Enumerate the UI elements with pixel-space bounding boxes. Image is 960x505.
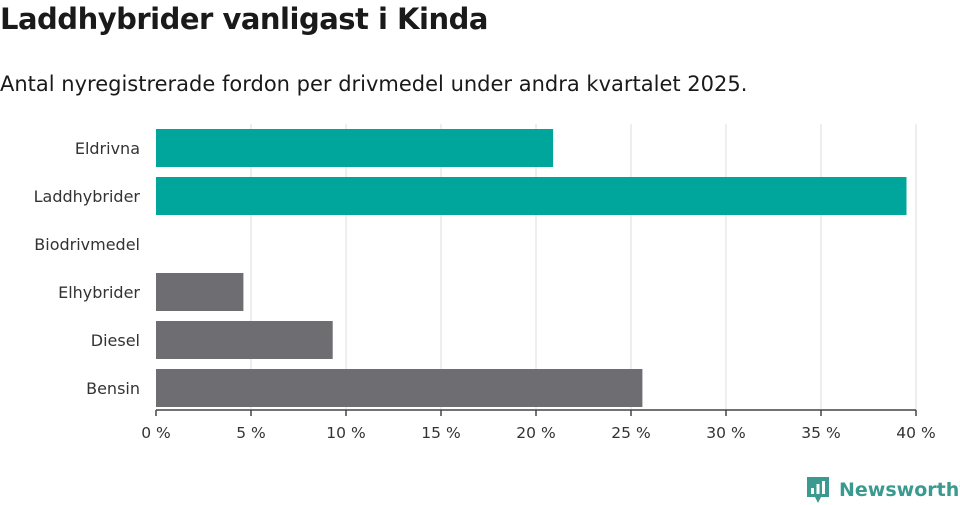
category-label: Biodrivmedel	[34, 235, 140, 254]
x-tick-label: 40 %	[896, 424, 935, 442]
category-label: Diesel	[91, 331, 140, 350]
brand-logo: Newsworthy	[805, 475, 960, 505]
x-tick-label: 15 %	[421, 424, 460, 442]
bar	[156, 273, 244, 311]
category-label: Laddhybrider	[34, 187, 141, 206]
chart-subtitle: Antal nyregistrerade fordon per drivmede…	[0, 72, 748, 96]
chart-title: Laddhybrider vanligast i Kinda	[0, 2, 488, 36]
newsworthy-logo-icon	[807, 477, 829, 503]
category-label: Bensin	[86, 379, 140, 398]
x-tick-label: 0 %	[141, 424, 171, 442]
bar	[156, 369, 643, 407]
x-tick-label: 10 %	[326, 424, 365, 442]
x-tick-label: 30 %	[706, 424, 745, 442]
bar	[156, 177, 907, 215]
category-label: Elhybrider	[58, 283, 140, 302]
x-tick-label: 5 %	[236, 424, 266, 442]
bar-chart: Eldrivna Laddhybrider Biodrivmedel Elhybrid…	[34, 124, 936, 442]
brand-name: Newsworthy	[839, 479, 960, 501]
x-tick-label: 20 %	[516, 424, 555, 442]
bar	[156, 321, 333, 359]
x-tick-label: 25 %	[611, 424, 650, 442]
bar	[156, 129, 554, 167]
category-label: Eldrivna	[75, 139, 140, 158]
x-tick-label: 35 %	[801, 424, 840, 442]
